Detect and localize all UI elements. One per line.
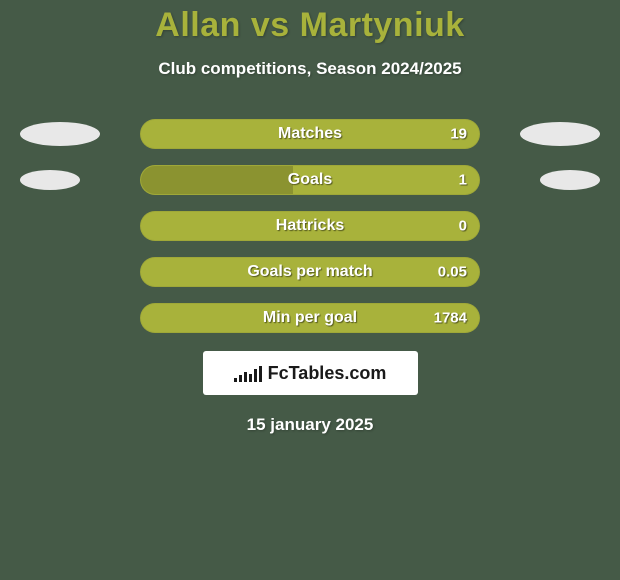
- bar-label: Min per goal: [263, 309, 357, 327]
- subtitle: Club competitions, Season 2024/2025: [0, 59, 620, 79]
- date-text: 15 january 2025: [0, 415, 620, 435]
- comparison-row: Hattricks 0: [0, 211, 620, 241]
- bar-label: Matches: [278, 125, 342, 143]
- comparison-infographic: Allan vs Martyniuk Club competitions, Se…: [0, 0, 620, 580]
- bar-right-value: 1: [459, 172, 467, 189]
- bar-right-value: 0.05: [438, 264, 467, 281]
- comparison-row: Goals per match 0.05: [0, 257, 620, 287]
- comparison-row: Matches 19: [0, 119, 620, 149]
- right-ellipse-icon: [540, 170, 600, 190]
- page-title: Allan vs Martyniuk: [0, 0, 620, 45]
- brand-text: FcTables.com: [268, 363, 387, 384]
- bar-label: Hattricks: [276, 217, 344, 235]
- bar-track: Matches 19: [140, 119, 480, 149]
- bar-track: Goals per match 0.05: [140, 257, 480, 287]
- comparison-row: Goals 1: [0, 165, 620, 195]
- comparison-rows: Matches 19 Goals 1 Hattricks 0 Goals per match…: [0, 119, 620, 333]
- bar-right-value: 1784: [434, 310, 467, 327]
- comparison-row: Min per goal 1784: [0, 303, 620, 333]
- right-ellipse-icon: [520, 122, 600, 146]
- bar-track: Hattricks 0: [140, 211, 480, 241]
- bar-label: Goals per match: [247, 263, 372, 281]
- bar-fill-left: [141, 166, 293, 194]
- bar-right-value: 0: [459, 218, 467, 235]
- bar-chart-icon: [234, 364, 262, 382]
- bar-track: Goals 1: [140, 165, 480, 195]
- bar-track: Min per goal 1784: [140, 303, 480, 333]
- bar-label: Goals: [288, 171, 332, 189]
- left-ellipse-icon: [20, 122, 100, 146]
- bar-right-value: 19: [450, 126, 467, 143]
- brand-badge: FcTables.com: [203, 351, 418, 395]
- left-ellipse-icon: [20, 170, 80, 190]
